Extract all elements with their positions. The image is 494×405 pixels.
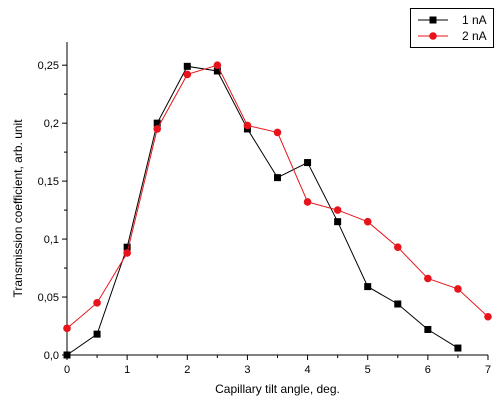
y-tick-label: 0,15 (38, 176, 59, 188)
x-tick-label: 3 (244, 364, 250, 376)
data-point (484, 312, 492, 321)
series-line (66, 64, 489, 329)
legend-item: 1 nA (418, 13, 487, 27)
data-point (333, 206, 342, 214)
x-axis-title: Capillary tilt angle, deg. (215, 382, 340, 396)
x-tick-label: 1 (124, 364, 130, 376)
series-2 (63, 61, 492, 333)
x-tick-label: 5 (365, 364, 371, 376)
data-point (274, 174, 281, 182)
data-point (393, 243, 402, 251)
data-point (93, 330, 101, 338)
x-tick-label: 6 (425, 364, 431, 376)
data-point (304, 159, 312, 167)
legend-label: 2 nA (462, 29, 487, 43)
data-point (424, 274, 432, 283)
data-point (63, 324, 71, 333)
data-point (213, 61, 222, 69)
y-axis-title: Transmission coefficient, arb. unit (11, 119, 25, 298)
data-point (394, 300, 402, 308)
data-point (183, 70, 192, 79)
data-point (273, 128, 282, 137)
data-point (454, 285, 462, 293)
data-point (243, 121, 252, 130)
data-point (364, 283, 372, 291)
plot-area (66, 42, 488, 356)
legend-item: 2 nA (418, 29, 487, 43)
data-point (454, 344, 462, 352)
y-tick-label: 0,2 (44, 118, 59, 130)
legend-marker (429, 16, 437, 24)
legend-label: 1 nA (462, 13, 487, 27)
data-point (93, 299, 101, 307)
x-tick-label: 2 (184, 364, 190, 376)
legend: 1 nA 2 nA (410, 8, 494, 48)
x-tick-label: 7 (485, 364, 491, 376)
x-axis: 0 1 2 3 4 5 6 7 (64, 355, 491, 376)
x-tick-label: 0 (64, 364, 70, 376)
y-tick-label: 0,1 (44, 234, 59, 246)
data-point (213, 67, 221, 75)
series-1 (63, 62, 462, 359)
y-tick-label: 0,0 (44, 350, 59, 362)
data-point (153, 119, 161, 127)
data-point (153, 125, 162, 133)
data-point (334, 218, 342, 226)
data-point (123, 249, 131, 257)
y-tick-label: 0,25 (38, 60, 59, 72)
legend-box (410, 8, 494, 48)
x-tick-label: 4 (305, 364, 311, 376)
data-point (424, 325, 432, 333)
legend-marker (429, 32, 437, 40)
data-point (363, 217, 372, 226)
series-line (66, 65, 459, 356)
data-point (303, 198, 312, 206)
data-point (63, 351, 71, 359)
data-point (183, 62, 191, 70)
y-tick-label: 0,05 (38, 292, 59, 304)
data-point (123, 243, 131, 251)
series-layer (63, 61, 492, 359)
y-axis: 0,0 0,05 0,1 0,15 0,2 0,25 (38, 60, 67, 362)
